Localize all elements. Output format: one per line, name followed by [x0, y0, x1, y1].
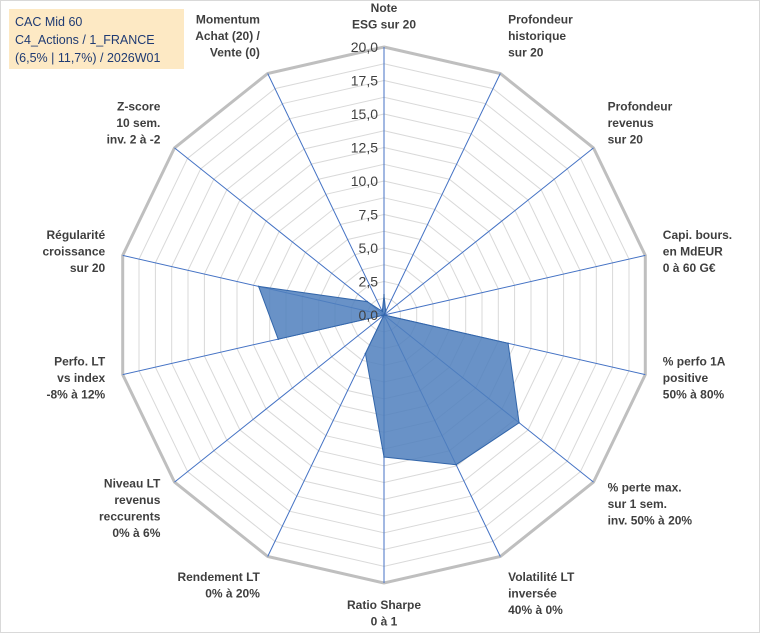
axis-label: % perfo 1A positive 50% à 80% [663, 354, 726, 401]
axis-label-line: historique [508, 29, 566, 43]
tick-label: 0,0 [359, 307, 379, 323]
axis-spoke [383, 254, 646, 316]
axis-label-line: Capi. bours. [663, 228, 732, 242]
axis-label: Note ESG sur 20 [352, 1, 416, 32]
axis-label-line: sur 1 sem. [608, 497, 667, 511]
tick-label: 7,5 [359, 207, 379, 223]
title-line-period: (6,5% | 11,7%) / 2026W01 [15, 51, 161, 65]
axis-label-line: Profondeur [508, 13, 573, 27]
axis-label-line: % perfo 1A [663, 354, 726, 368]
axis-label: Momentum Achat (20) / Vente (0) [195, 13, 260, 60]
axis-label: Profondeur revenus sur 20 [608, 99, 673, 146]
axis-label-line: Rendement LT [177, 570, 260, 584]
axis-label-line: 0 à 60 G€ [663, 261, 716, 275]
axis-label-line: 40% à 0% [508, 603, 563, 617]
axis-label-line: Volatilité LT [508, 570, 575, 584]
axis-label: Perfo. LT vs index -8% à 12% [46, 354, 105, 401]
tick-label: 10,0 [351, 173, 378, 189]
axis-label-line: sur 20 [70, 261, 106, 275]
series-point [383, 314, 385, 316]
axis-label-line: -8% à 12% [46, 387, 105, 401]
axis-label: Régularité croissance sur 20 [42, 228, 105, 275]
axis-label-line: 0% à 20% [205, 586, 260, 600]
axis-spoke [383, 147, 594, 316]
axis-label-line: ESG sur 20 [352, 18, 416, 32]
series-point [257, 285, 260, 288]
tick-label: 15,0 [351, 106, 378, 122]
axis-label-line: sur 20 [508, 46, 544, 60]
axis-label-line: inv. 50% à 20% [608, 514, 693, 528]
axis-label-line: Z-score [117, 99, 161, 113]
axis-label-line: Vente (0) [210, 46, 260, 60]
axis-label-line: vs index [57, 371, 105, 385]
axis-label: Capi. bours. en MdEUR 0 à 60 G€ [663, 228, 732, 275]
axis-label-line: Achat (20) / [195, 29, 260, 43]
axis-label-line: Régularité [47, 228, 106, 242]
axis-label-line: revenus [608, 116, 654, 130]
series-point [518, 422, 520, 424]
axis-label: Niveau LT revenus reccurents 0% à 6% [99, 477, 161, 540]
axis-spoke [267, 73, 385, 316]
series-point [507, 342, 509, 345]
axis-label-line: inv. 2 à -2 [107, 132, 161, 146]
axis-label: Z-score 10 sem. inv. 2 à -2 [107, 99, 161, 146]
axis-label-line: 0% à 6% [112, 526, 160, 540]
series-point [364, 352, 367, 355]
radar-tick-labels: 0,0 2,5 5,0 7,5 10,0 12,5 15,0 17,5 20,0 [351, 39, 378, 323]
axis-spoke [267, 314, 385, 557]
axis-label-line: Ratio Sharpe [347, 598, 421, 612]
axis-label-line: croissance [42, 245, 105, 259]
radar-axis-labels: Note ESG sur 20 Profondeur historique sur 20… [42, 1, 732, 629]
series-point [381, 310, 384, 313]
axis-label-line: revenus [114, 493, 160, 507]
axis-label-line: 10 sem. [116, 116, 160, 130]
tick-label: 12,5 [351, 140, 378, 156]
axis-label-line: positive [663, 371, 709, 385]
axis-spoke [383, 73, 501, 316]
axis-label-line: Niveau LT [104, 477, 161, 491]
axis-label: Volatilité LT inversée 40% à 0% [508, 570, 575, 617]
title-line-category: C4_Actions / 1_FRANCE [15, 33, 155, 47]
radar-series [257, 285, 520, 466]
tick-label: 17,5 [351, 73, 378, 89]
series-area [257, 285, 520, 466]
tick-label: 2,5 [359, 274, 379, 290]
axis-spoke [174, 147, 385, 316]
axis-label-line: sur 20 [608, 132, 644, 146]
series-point [383, 456, 385, 458]
series-point [384, 310, 387, 313]
tick-label: 5,0 [359, 240, 379, 256]
title-line-index: CAC Mid 60 [15, 15, 83, 29]
axis-spoke [174, 314, 385, 483]
chart-title-box: CAC Mid 60 C4_Actions / 1_FRANCE (6,5% |… [9, 9, 184, 69]
series-point [383, 294, 385, 296]
axis-label-line: Momentum [196, 13, 260, 27]
series-point [366, 300, 369, 303]
axis-label-line: Profondeur [608, 99, 673, 113]
axis-label: % perte max. sur 1 sem. inv. 50% à 20% [608, 481, 693, 528]
series-point [277, 338, 280, 341]
axis-label-line: reccurents [99, 510, 161, 524]
tick-label: 20,0 [351, 39, 378, 55]
axis-label: Rendement LT 0% à 20% [177, 570, 260, 601]
axis-label-line: en MdEUR [663, 245, 723, 259]
axis-label-line: Note [371, 1, 398, 15]
axis-label-line: 0 à 1 [371, 615, 398, 629]
axis-label: Ratio Sharpe 0 à 1 [347, 598, 421, 629]
axis-label-line: % perte max. [608, 481, 682, 495]
series-point [455, 463, 457, 466]
axis-label: Profondeur historique sur 20 [508, 13, 573, 60]
axis-label-line: inversée [508, 586, 557, 600]
axis-label-line: Perfo. LT [54, 354, 106, 368]
axis-label-line: 50% à 80% [663, 387, 725, 401]
